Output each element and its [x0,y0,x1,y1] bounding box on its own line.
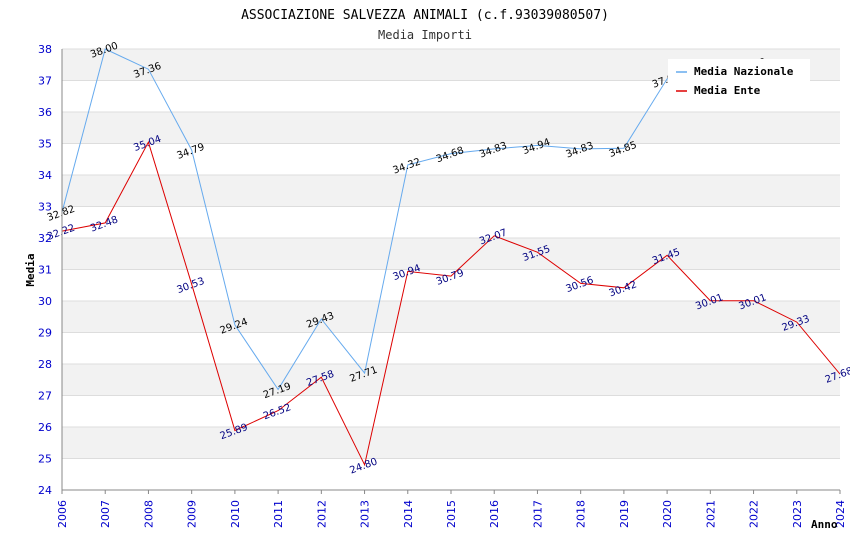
x-tick-label: 2021 [704,500,717,528]
y-tick-label: 35 [38,138,52,151]
chart-subtitle: Media Importi [378,28,472,42]
x-tick-label: 2009 [186,500,199,528]
data-label-1-7: 24.80 [348,456,379,476]
x-tick-label: 2023 [791,500,804,528]
y-tick-label: 25 [38,453,52,466]
series-line-1 [62,140,840,467]
y-tick-label: 33 [38,201,52,214]
x-tick-label: 2006 [56,500,69,528]
y-tick-label: 36 [38,106,52,119]
legend-background [668,59,810,101]
band-27 [62,364,840,396]
y-tick-label: 34 [38,169,52,182]
legend-label-nazionale: Media Nazionale [694,65,794,78]
x-tick-label: 2017 [531,500,544,528]
x-tick-label: 2012 [315,500,328,528]
band-35 [62,112,840,144]
y-tick-label: 38 [38,43,52,56]
x-tick-label: 2020 [661,500,674,528]
series-lines [62,48,840,467]
plot-bands [62,49,840,459]
x-tick-label: 2015 [445,500,458,528]
data-label-1-9: 30.79 [435,268,466,288]
x-tick-label: 2008 [142,500,155,528]
x-tick-label: 2019 [618,500,631,528]
x-tick-label: 2022 [748,500,761,528]
x-tick-label: 2016 [488,500,501,528]
y-tick-label: 31 [38,264,52,277]
x-tick-label: 2013 [359,500,372,528]
chart-title: ASSOCIAZIONE SALVEZZA ANIMALI (c.f.93039… [241,8,609,23]
data-label-0-8: 34.32 [392,157,423,177]
band-33 [62,175,840,207]
y-axis-label: Media [24,253,37,286]
data-label-1-13: 30.42 [608,279,639,299]
legend-label-ente: Media Ente [694,84,761,97]
x-tick-label: 2018 [575,500,588,528]
x-axis-label: Anno [811,518,838,531]
x-tick-label: 2024 [834,500,847,528]
x-tick-label: 2011 [272,500,285,528]
band-29 [62,301,840,333]
series-line-0 [62,48,754,391]
y-tick-label: 29 [38,327,52,340]
x-tick-label: 2007 [99,500,112,528]
x-tick-label: 2014 [402,500,415,528]
band-25 [62,427,840,459]
y-tick-label: 37 [38,75,52,88]
x-tick-label: 2010 [229,500,242,528]
legend: Media Nazionale Media Ente [668,59,810,101]
data-label-0-9: 34.68 [435,145,466,165]
y-tick-label: 32 [38,232,52,245]
y-tick-label: 24 [38,484,52,497]
data-label-1-1: 32.48 [89,214,120,234]
y-tick-label: 27 [38,390,52,403]
data-label-1-12: 30.56 [564,275,595,295]
data-label-1-3: 30.53 [175,276,206,296]
y-tick-label: 26 [38,421,52,434]
y-tick-label: 30 [38,295,52,308]
axes: 24 25 26 27 28 29 30 31 32 33 34 35 36 37 38 2006 2007 20… [38,43,847,528]
data-label-0-3: 34.79 [175,142,206,162]
y-tick-label: 28 [38,358,52,371]
band-31 [62,238,840,270]
data-label-1-5: 26.52 [262,402,293,422]
